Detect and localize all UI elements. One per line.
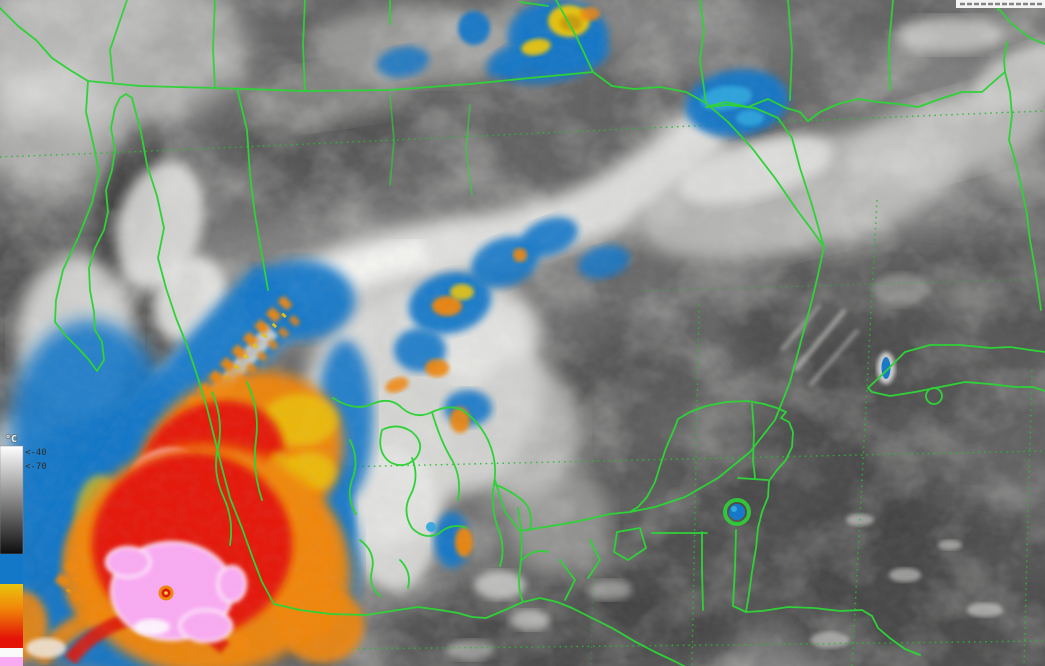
- legend-band-blue: [0, 554, 23, 584]
- credit-strip: [956, 0, 1045, 8]
- legend-band-white: [0, 648, 23, 657]
- legend-gray-bar: [0, 445, 24, 555]
- legend-band-warm-gradient: [0, 584, 23, 648]
- legend-unit-label: °C: [5, 434, 17, 445]
- legend-tick-minus40: <-40: [25, 448, 47, 458]
- legend-tick-minus70: <-70: [25, 462, 47, 472]
- legend-band-magenta: [0, 657, 23, 666]
- temperature-legend: °C <-40 <-70: [0, 433, 47, 666]
